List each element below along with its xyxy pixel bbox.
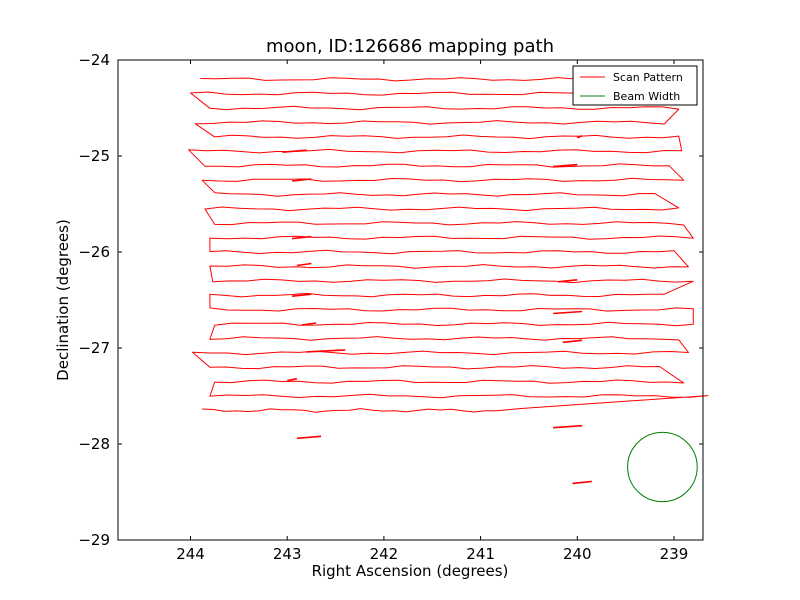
y-tick-label-2: −26 xyxy=(78,243,110,261)
axis-ticks: 244 243 242 241 240 239 −24 −25 −26 −27 −28 −29 xyxy=(78,51,703,563)
y-tick-label-0: −24 xyxy=(78,51,110,69)
scan-glitch-1 xyxy=(291,178,312,182)
x-tick-label-4: 240 xyxy=(563,545,592,563)
y-tick-label-4: −28 xyxy=(78,435,110,453)
scan-glitch-14 xyxy=(553,424,583,429)
scan-glitch-9 xyxy=(576,135,583,139)
scan-glitch-2 xyxy=(291,235,312,240)
plot-data xyxy=(188,77,709,503)
scan-glitch-7 xyxy=(287,377,298,382)
y-axis-label: Declination (degrees) xyxy=(54,219,72,381)
x-tick-label-5: 239 xyxy=(660,545,689,563)
scan-glitch-0 xyxy=(282,149,307,153)
scan-pattern-line xyxy=(188,77,709,413)
plot-frame xyxy=(117,59,704,541)
y-tick-label-5: −29 xyxy=(78,531,110,549)
legend-scan-pattern-label: Scan Pattern xyxy=(613,71,683,84)
legend-box xyxy=(572,65,698,106)
y-tick-label-1: −25 xyxy=(78,147,110,165)
scan-glitch-4 xyxy=(291,293,312,297)
scan-glitch-8 xyxy=(296,435,322,440)
x-tick-label-3: 241 xyxy=(466,545,495,563)
legend: Scan Pattern Beam Width xyxy=(572,65,698,106)
scan-glitch-11 xyxy=(557,279,578,283)
y-tick-label-3: −27 xyxy=(78,339,110,357)
scan-glitch-5 xyxy=(301,322,317,326)
scan-glitch-6 xyxy=(306,349,346,353)
beam-width-circle xyxy=(627,431,698,503)
scan-glitch-15 xyxy=(572,480,592,485)
scan-glitch-10 xyxy=(553,163,578,168)
scan-glitch-12 xyxy=(553,310,583,315)
x-axis-label: Right Ascension (degrees) xyxy=(312,562,509,580)
x-tick-label-0: 244 xyxy=(176,545,205,563)
x-tick-label-1: 243 xyxy=(273,545,302,563)
legend-beam-width-label: Beam Width xyxy=(613,90,680,103)
scan-glitch-3 xyxy=(296,262,312,267)
x-tick-label-2: 242 xyxy=(370,545,399,563)
chart-title: moon, ID:126686 mapping path xyxy=(266,36,554,57)
scan-glitch-13 xyxy=(562,339,583,344)
